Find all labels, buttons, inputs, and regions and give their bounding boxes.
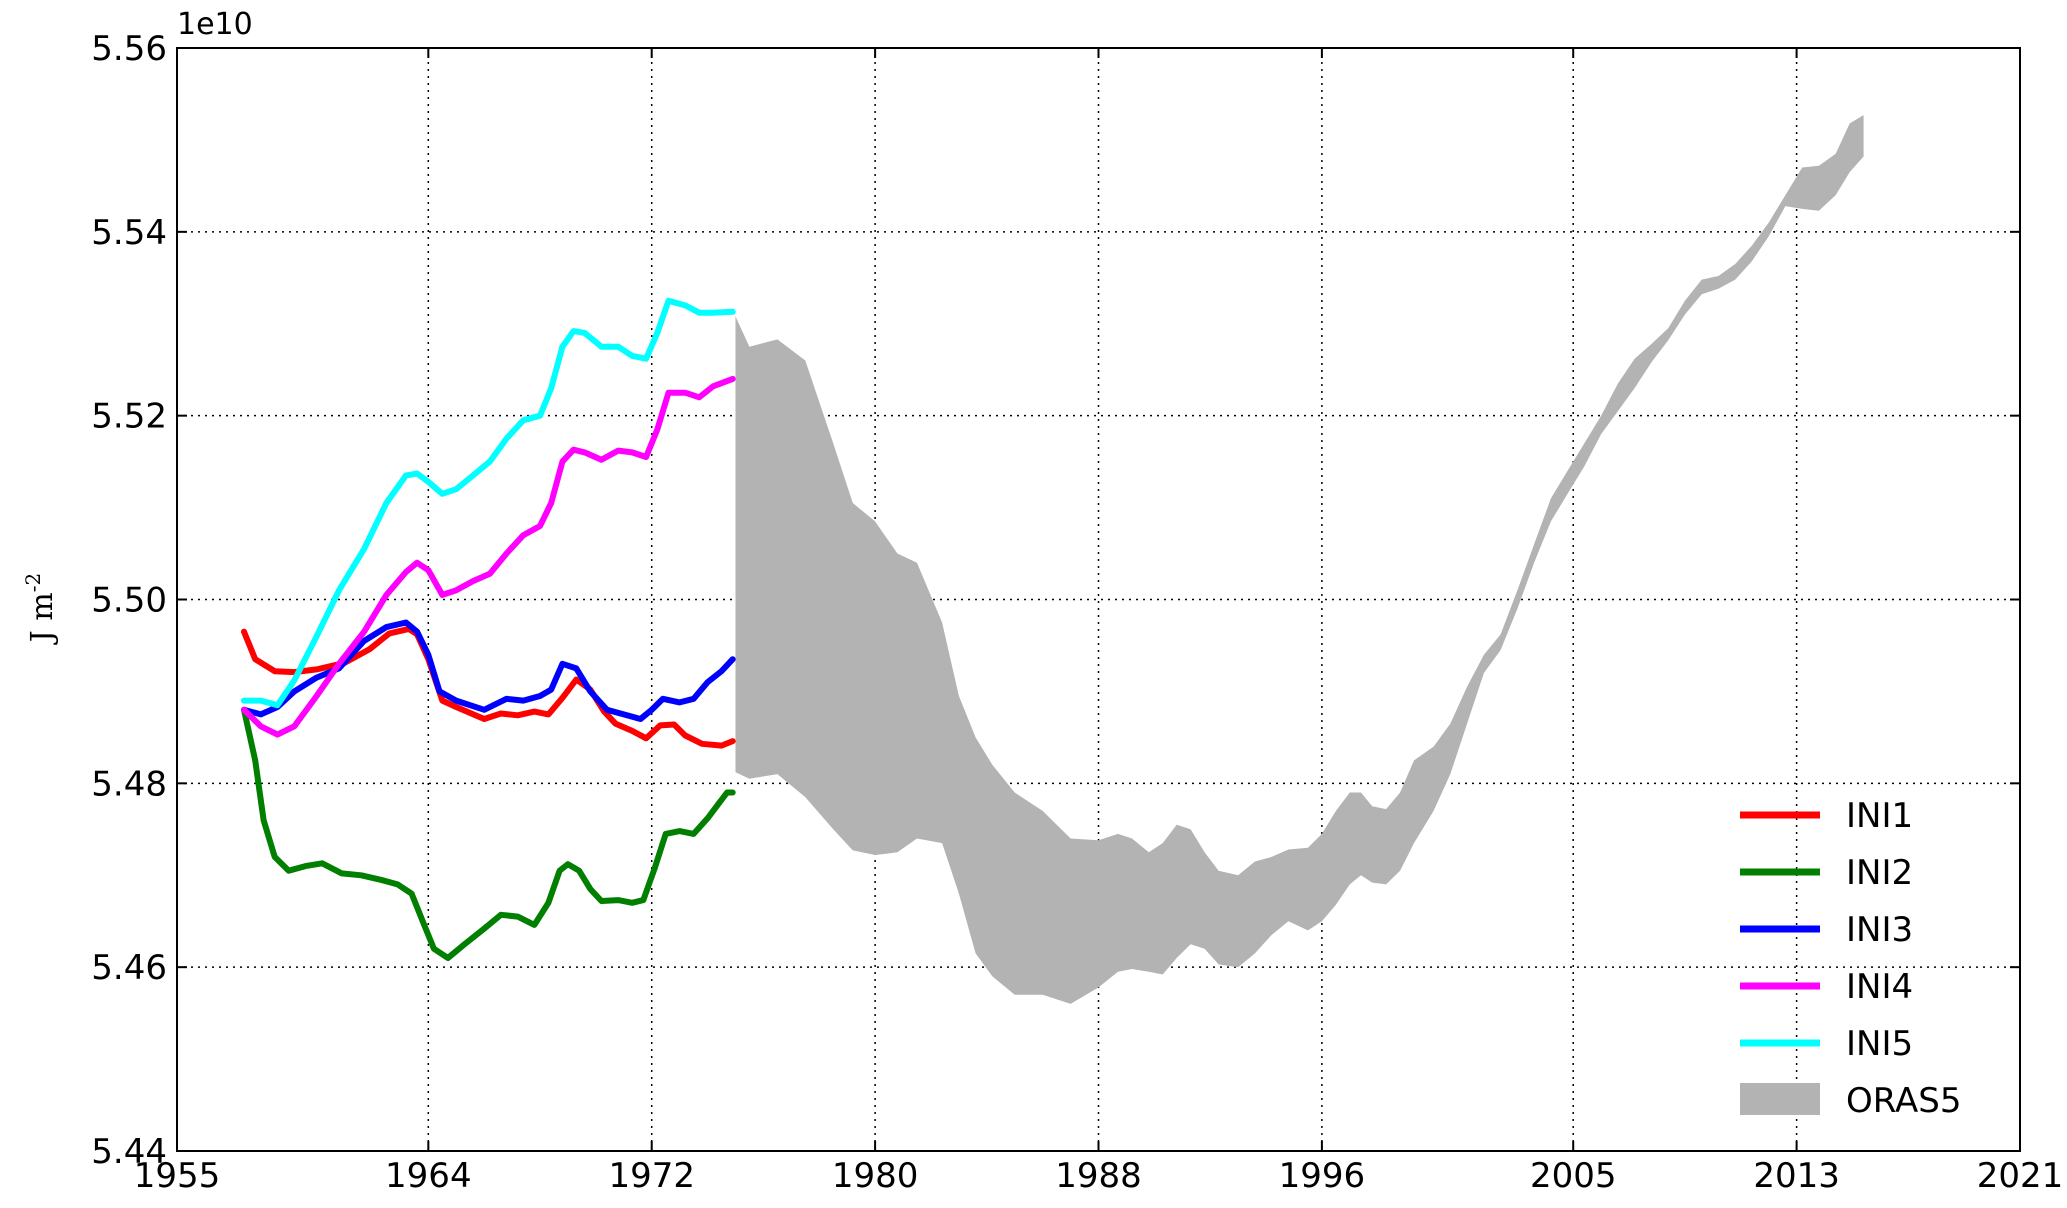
y-tick-label: 5.52 — [91, 397, 167, 437]
legend-swatch-oras5 — [1740, 1083, 1820, 1115]
axis-ticks: 1955 1964 1972 1980 1988 1996 2005 2013 2021 5.44… — [91, 29, 2063, 1196]
y-tick-label: 5.50 — [91, 581, 167, 621]
legend-label-ini1: INI1 — [1846, 796, 1913, 836]
y-tick-label: 5.56 — [91, 29, 167, 69]
x-tick-label: 2013 — [1753, 1156, 1840, 1196]
grid-lines — [177, 48, 2020, 1151]
legend-label-ini3: INI3 — [1846, 910, 1913, 950]
y-tick-label: 5.46 — [91, 948, 167, 988]
x-tick-label: 1972 — [608, 1156, 695, 1196]
y-tick-label: 5.44 — [91, 1132, 167, 1172]
y-tick-label: 5.54 — [91, 213, 167, 253]
legend-label-oras5: ORAS5 — [1846, 1081, 1961, 1121]
legend: INI1 INI2 INI3 INI4 INI5 ORAS5 — [1740, 796, 1961, 1121]
series-line-ini5 — [241, 297, 736, 709]
legend-label-ini5: INI5 — [1846, 1024, 1913, 1064]
y-axis-label-superscript: -2 — [21, 573, 45, 592]
x-tick-label: 1964 — [385, 1156, 472, 1196]
x-tick-label: 1996 — [1279, 1156, 1366, 1196]
y-tick-label: 5.48 — [91, 764, 167, 804]
series-line-ini2 — [241, 706, 736, 961]
x-tick-label: 2005 — [1530, 1156, 1617, 1196]
series-line-ini4 — [241, 375, 736, 738]
legend-label-ini4: INI4 — [1846, 967, 1913, 1007]
x-tick-label: 1988 — [1055, 1156, 1142, 1196]
series-layer — [241, 297, 736, 961]
x-tick-label: 2021 — [1977, 1156, 2064, 1196]
y-axis-label-main: J m — [25, 592, 60, 645]
legend-label-ini2: INI2 — [1846, 853, 1913, 893]
x-tick-label: 1955 — [134, 1156, 221, 1196]
x-tick-label: 1980 — [832, 1156, 919, 1196]
y-axis-label: J m-2 — [21, 573, 60, 646]
y-offset-text: 1e10 — [177, 7, 253, 42]
